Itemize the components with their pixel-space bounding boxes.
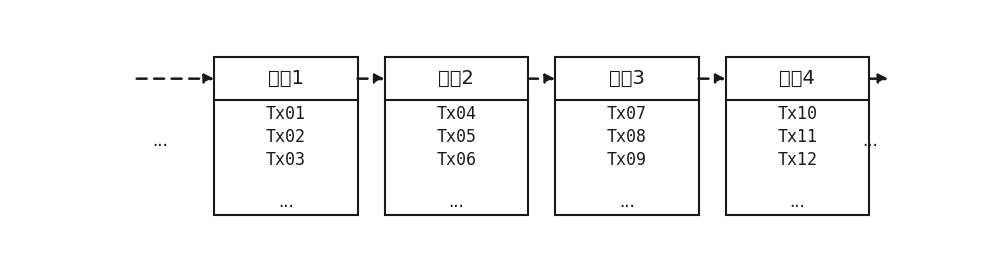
Text: Tx11: Tx11 bbox=[777, 128, 817, 146]
Text: Tx05: Tx05 bbox=[436, 128, 476, 146]
Text: Tx10: Tx10 bbox=[777, 105, 817, 123]
Text: Tx01: Tx01 bbox=[266, 105, 306, 123]
Bar bbox=[726, 57, 869, 215]
Bar bbox=[385, 57, 528, 215]
Text: 区块2: 区块2 bbox=[438, 69, 474, 88]
Text: Tx07: Tx07 bbox=[607, 105, 647, 123]
Text: ...: ... bbox=[278, 193, 294, 211]
Text: ...: ... bbox=[448, 193, 464, 211]
Text: ...: ... bbox=[789, 193, 805, 211]
Text: 区块3: 区块3 bbox=[609, 69, 645, 88]
Text: Tx06: Tx06 bbox=[436, 151, 476, 169]
Bar bbox=[214, 57, 358, 215]
Text: Tx03: Tx03 bbox=[266, 151, 306, 169]
Bar bbox=[555, 57, 698, 215]
Text: Tx04: Tx04 bbox=[436, 105, 476, 123]
Text: ...: ... bbox=[152, 131, 168, 150]
Text: 区块4: 区块4 bbox=[779, 69, 815, 88]
Text: Tx12: Tx12 bbox=[777, 151, 817, 169]
Text: ...: ... bbox=[863, 131, 878, 150]
Text: ...: ... bbox=[619, 193, 635, 211]
Text: Tx09: Tx09 bbox=[607, 151, 647, 169]
Text: Tx02: Tx02 bbox=[266, 128, 306, 146]
Text: Tx08: Tx08 bbox=[607, 128, 647, 146]
Text: 区块1: 区块1 bbox=[268, 69, 304, 88]
